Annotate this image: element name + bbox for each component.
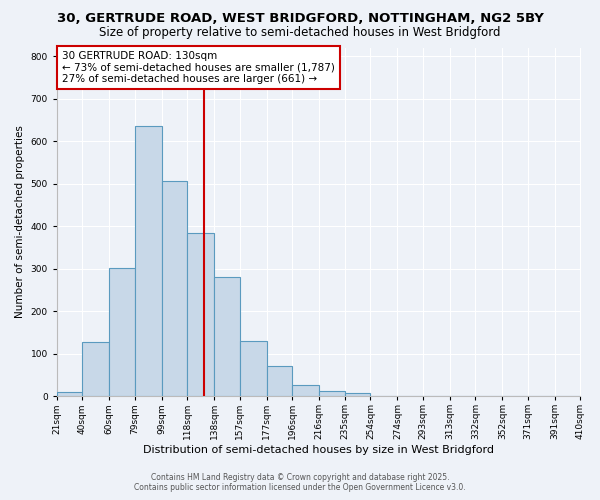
Text: Size of property relative to semi-detached houses in West Bridgford: Size of property relative to semi-detach… — [99, 26, 501, 39]
Bar — [292, 385, 319, 396]
Bar — [57, 392, 82, 396]
Text: 30 GERTRUDE ROAD: 130sqm
← 73% of semi-detached houses are smaller (1,787)
27% o: 30 GERTRUDE ROAD: 130sqm ← 73% of semi-d… — [62, 51, 335, 84]
Bar — [162, 182, 187, 396]
X-axis label: Distribution of semi-detached houses by size in West Bridgford: Distribution of semi-detached houses by … — [143, 445, 494, 455]
Bar — [240, 341, 267, 396]
Y-axis label: Number of semi-detached properties: Number of semi-detached properties — [15, 126, 25, 318]
Bar — [109, 268, 135, 396]
Bar — [345, 393, 370, 396]
Bar — [82, 342, 109, 396]
Text: Contains HM Land Registry data © Crown copyright and database right 2025.
Contai: Contains HM Land Registry data © Crown c… — [134, 473, 466, 492]
Bar — [267, 366, 292, 396]
Bar — [135, 126, 162, 396]
Text: 30, GERTRUDE ROAD, WEST BRIDGFORD, NOTTINGHAM, NG2 5BY: 30, GERTRUDE ROAD, WEST BRIDGFORD, NOTTI… — [56, 12, 544, 26]
Bar — [214, 277, 240, 396]
Bar — [319, 391, 345, 396]
Bar — [187, 234, 214, 396]
